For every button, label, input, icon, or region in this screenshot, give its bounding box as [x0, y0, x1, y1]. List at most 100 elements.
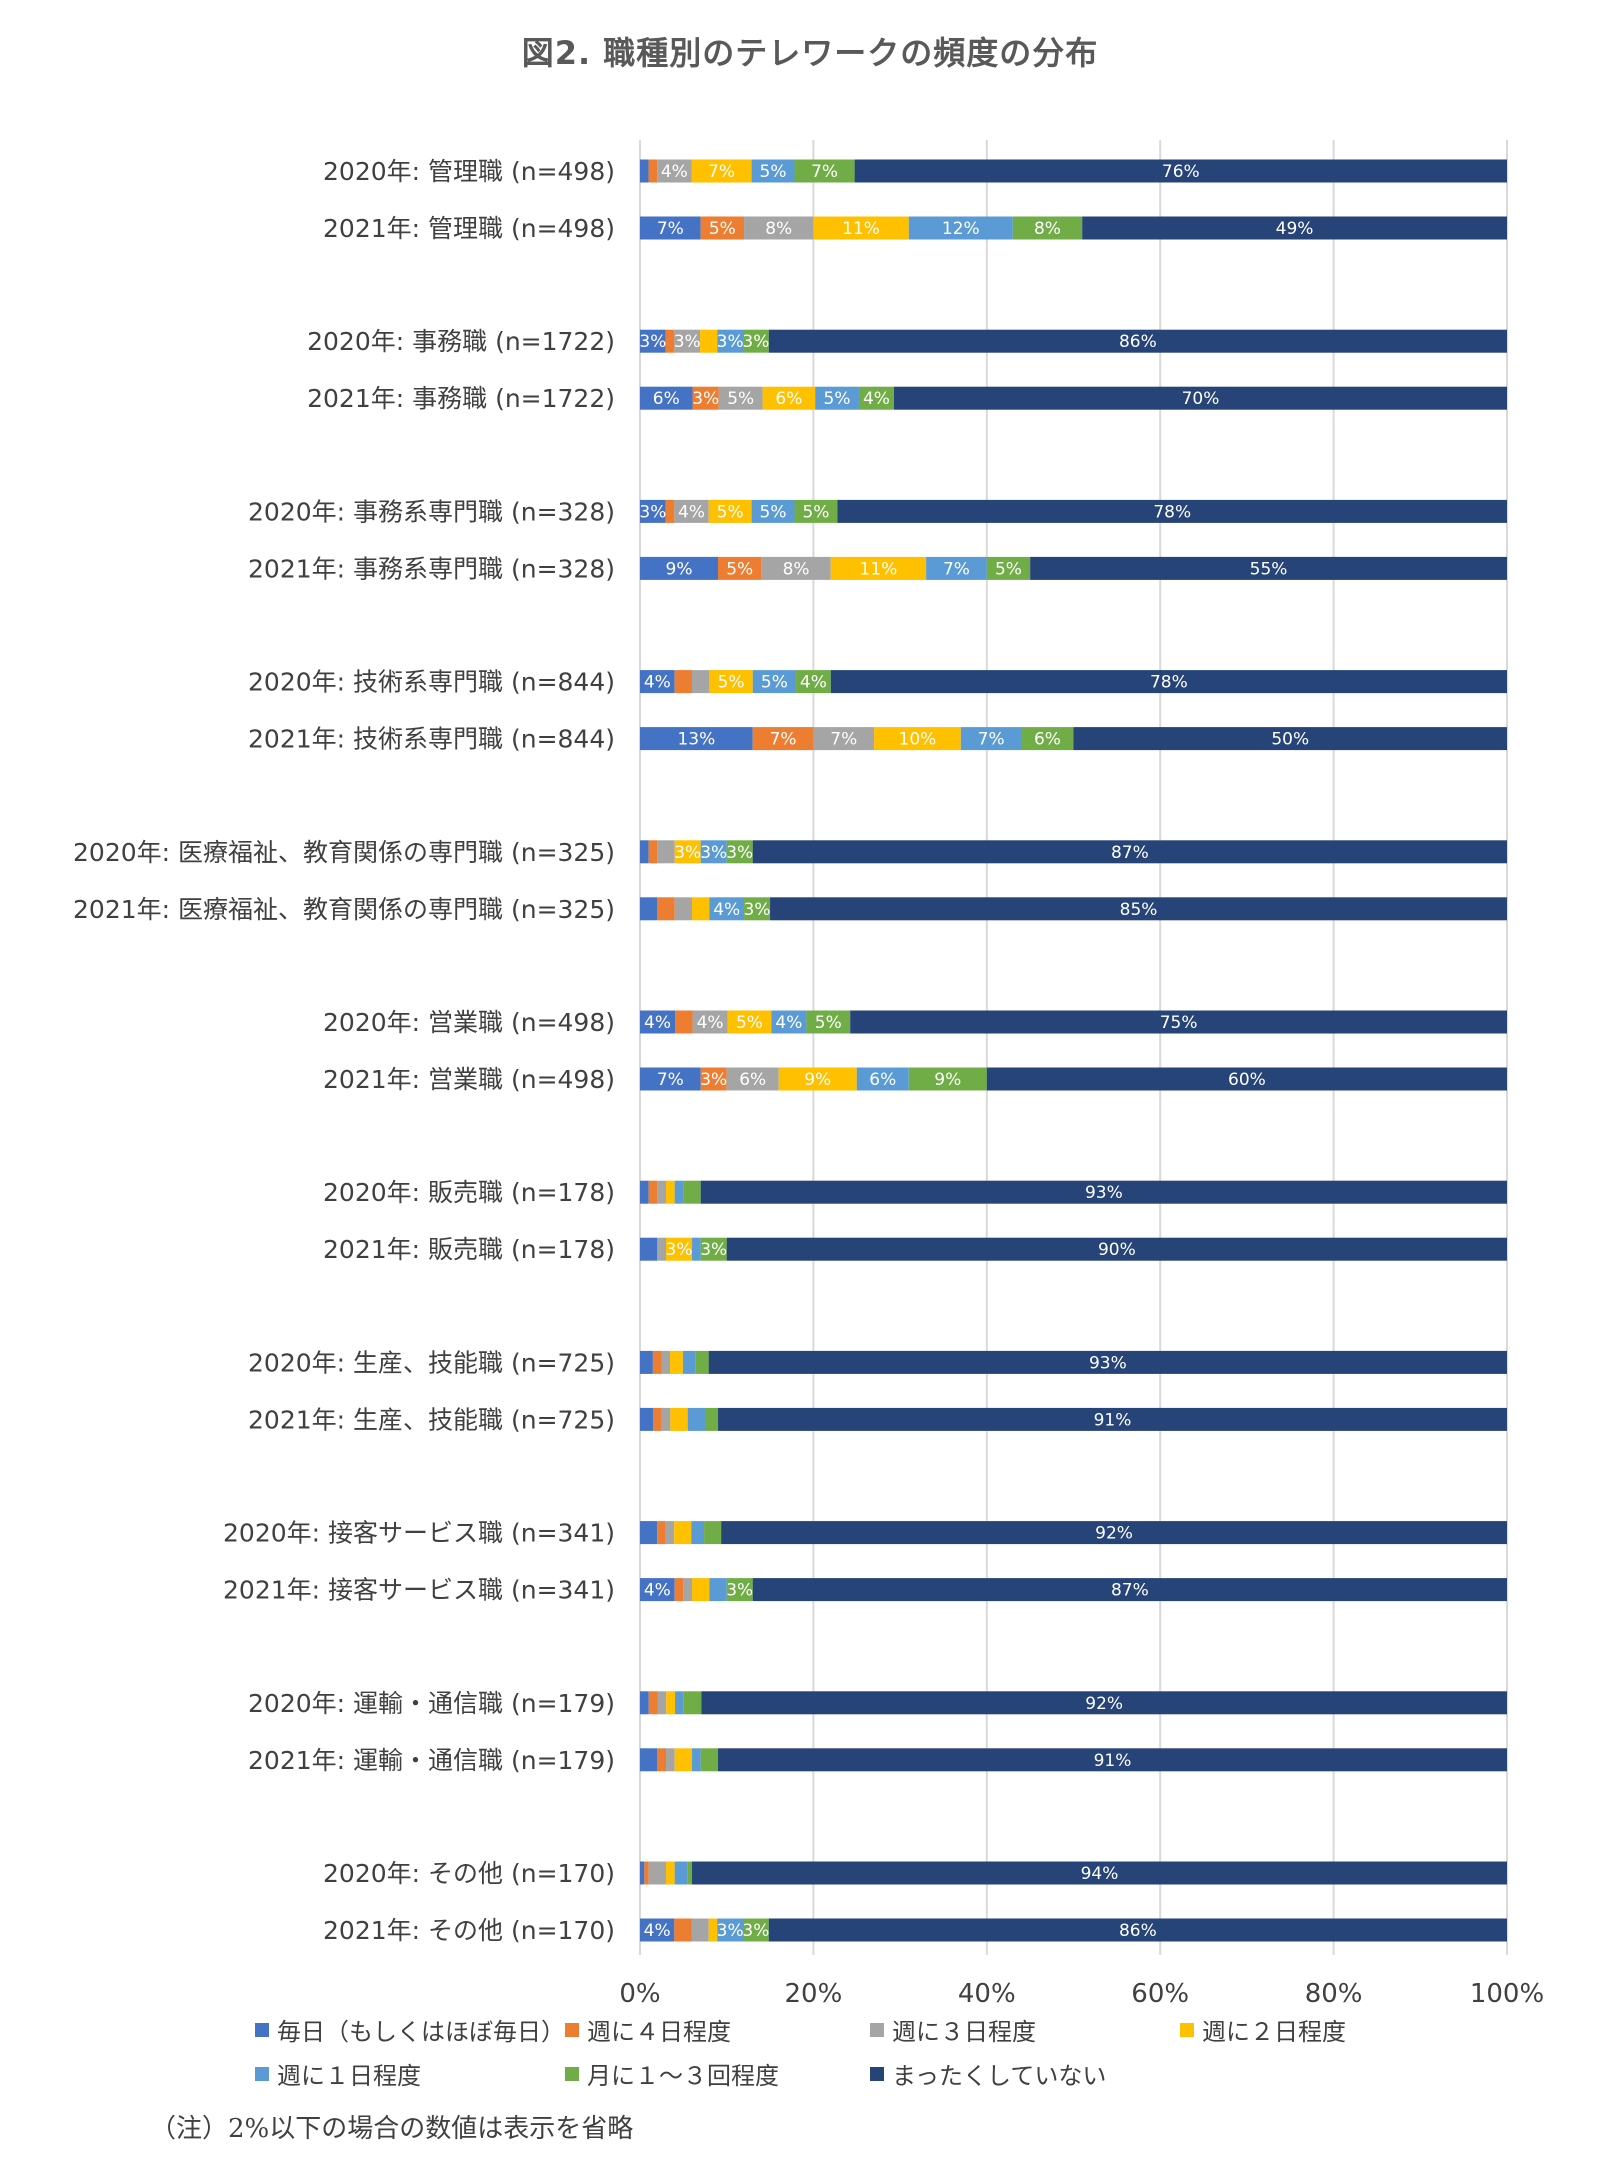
legend-item-2days: 週に２日程度 [1180, 2012, 1346, 2047]
bar-segment [648, 840, 658, 864]
data-label: 3% [726, 1581, 753, 1601]
data-label: 4% [863, 389, 890, 409]
data-label: 5% [718, 673, 745, 693]
data-label: 91% [1094, 1751, 1132, 1771]
category-label: 2021年: 生産、技能職 (n=725) [248, 1405, 615, 1434]
bar-segment [640, 1691, 649, 1715]
bar-segment [648, 1691, 658, 1715]
category-label: 2020年: 生産、技能職 (n=725) [248, 1348, 615, 1377]
data-label: 3% [639, 502, 666, 522]
bar-segment [701, 1691, 1507, 1715]
bar-segment [674, 329, 701, 353]
chart-title: 図2. 職種別のテレワークの頻度の分布 [521, 34, 1099, 72]
category-label: 2021年: 技術系専門職 (n=844) [248, 725, 615, 754]
bar-segment [692, 1578, 710, 1602]
bar-segment [657, 1691, 667, 1715]
bar-segment [893, 386, 1507, 410]
data-label: 93% [1089, 1353, 1127, 1373]
bar-segment [670, 1350, 683, 1374]
data-label: 4% [644, 673, 671, 693]
bar-segment [657, 159, 692, 183]
bar-segment [726, 1067, 779, 1091]
bar-segment [806, 1010, 851, 1034]
data-label: 4% [644, 1921, 671, 1941]
bar-segment [752, 840, 1507, 864]
bar-segment [692, 1237, 701, 1261]
bar-segment [666, 1180, 675, 1204]
category-label: 2020年: 医療福祉、教育関係の専門職 (n=325) [73, 838, 615, 867]
category-label: 2021年: 営業職 (n=498) [323, 1065, 615, 1094]
bar-segment [687, 1407, 706, 1431]
bar-segment [640, 727, 753, 751]
bar-segment [640, 499, 666, 523]
bar-segment [768, 329, 1507, 353]
legend-swatch [255, 2022, 269, 2037]
bar-segment [856, 1067, 909, 1091]
data-label: 94% [1081, 1864, 1119, 1884]
bar-segment [661, 1350, 671, 1374]
data-label: 4% [678, 502, 705, 522]
data-label: 85% [1120, 900, 1158, 920]
bar-segment [726, 840, 753, 864]
category-labels: 2020年: 管理職 (n=498) 2021年: 管理職 (n=498) 2020… [73, 157, 615, 1945]
bar-segment [674, 1748, 693, 1772]
legend-label: 週に４日程度 [587, 2018, 731, 2046]
bar-segment [796, 670, 831, 694]
data-labels: 4% 7% 5% 7% 76%7% 5% 8% 11% 12% 8% 49%3% 3% 3%3% 86%6… [639, 162, 1313, 1941]
bar-segment [752, 1578, 1507, 1602]
bar-segment [813, 216, 909, 240]
data-label: 5% [815, 1013, 842, 1033]
bar-segment [751, 499, 795, 523]
bar-segment [640, 329, 666, 353]
bar-segment [674, 1521, 692, 1545]
bar-segment [752, 727, 814, 751]
category-label: 2020年: 接客サービス職 (n=341) [223, 1519, 615, 1548]
bar-segment [683, 1180, 701, 1204]
bar-segment [926, 556, 987, 580]
data-label: 8% [765, 219, 792, 239]
data-label: 4% [713, 900, 740, 920]
bar-segment [770, 897, 1507, 921]
data-label: 8% [1034, 219, 1061, 239]
bar-segment [830, 670, 1507, 694]
bar-segment [700, 1748, 719, 1772]
bar-segment [640, 840, 649, 864]
data-label: 7% [811, 162, 838, 182]
legend-swatch [565, 2066, 579, 2081]
bar-segment [794, 159, 855, 183]
data-label: 3% [639, 332, 666, 352]
bar-segment [1030, 556, 1507, 580]
data-label: 3% [674, 843, 701, 863]
bar-segment [858, 386, 894, 410]
bar-segment [709, 1578, 727, 1602]
bar-segment [700, 1237, 727, 1261]
category-label: 2021年: 販売職 (n=178) [323, 1235, 615, 1264]
legend-label: 月に１～３回程度 [587, 2062, 779, 2090]
bar-segment [726, 1237, 1507, 1261]
bar-segment [778, 1067, 857, 1091]
category-label: 2020年: 営業職 (n=498) [323, 1008, 615, 1037]
data-label: 5% [995, 559, 1022, 579]
data-label: 50% [1271, 730, 1309, 750]
data-label: 9% [934, 1070, 961, 1090]
bar-segment [674, 1861, 688, 1885]
bar-segment [640, 1578, 675, 1602]
data-label: 87% [1111, 1581, 1149, 1601]
data-label: 4% [800, 673, 827, 693]
bar-segment [768, 1918, 1507, 1942]
legend-item-4days: 週に４日程度 [565, 2012, 731, 2047]
bar-segment [674, 1578, 684, 1602]
data-label: 11% [860, 559, 898, 579]
data-label: 87% [1111, 843, 1149, 863]
data-label: 5% [802, 502, 829, 522]
category-label: 2021年: 管理職 (n=498) [323, 214, 615, 243]
bar-segment [762, 386, 816, 410]
data-label: 5% [727, 389, 754, 409]
category-label: 2020年: 技術系専門職 (n=844) [248, 668, 615, 697]
data-label: 3% [700, 843, 727, 863]
x-tick-label: 80% [1305, 1979, 1363, 2009]
legend-item-daily: 毎日（もしくはほぼ毎日） [255, 2012, 565, 2047]
bar-segment [675, 1010, 693, 1034]
data-label: 7% [978, 730, 1005, 750]
category-label: 2020年: 運輸・通信職 (n=179) [248, 1689, 615, 1718]
